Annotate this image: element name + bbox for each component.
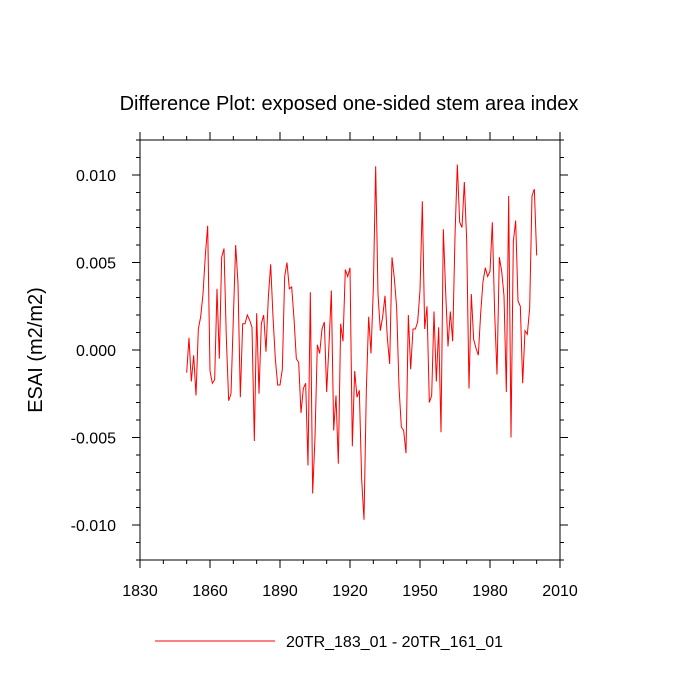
y-axis-label: ESAI (m2/m2) [25,287,47,413]
y-axis: -0.010 -0.005 0.000 0.005 0.010 [71,139,568,561]
y-tick-label: -0.010 [71,518,116,535]
x-tick-label: 1950 [402,583,438,600]
x-tick-label: 1860 [192,583,228,600]
y-tick-label: 0.005 [76,256,116,273]
legend-label: 20TR_183_01 - 20TR_161_01 [286,634,503,651]
y-tick-label: 0.010 [76,168,116,185]
x-axis: 1830 1860 1890 1920 1950 1980 2010 [122,132,578,600]
y-tick-label: -0.005 [71,431,116,448]
legend: 20TR_183_01 - 20TR_161_01 [155,634,503,651]
x-tick-label: 1830 [122,583,158,600]
y-tick-label: 0.000 [76,343,116,360]
x-tick-label: 1890 [262,583,298,600]
x-tick-label: 1920 [332,583,368,600]
chart-title: Difference Plot: exposed one-sided stem … [120,93,579,115]
x-tick-label: 1980 [472,583,508,600]
series-group [186,164,538,520]
series-line [186,164,538,520]
x-tick-label: 2010 [542,583,578,600]
